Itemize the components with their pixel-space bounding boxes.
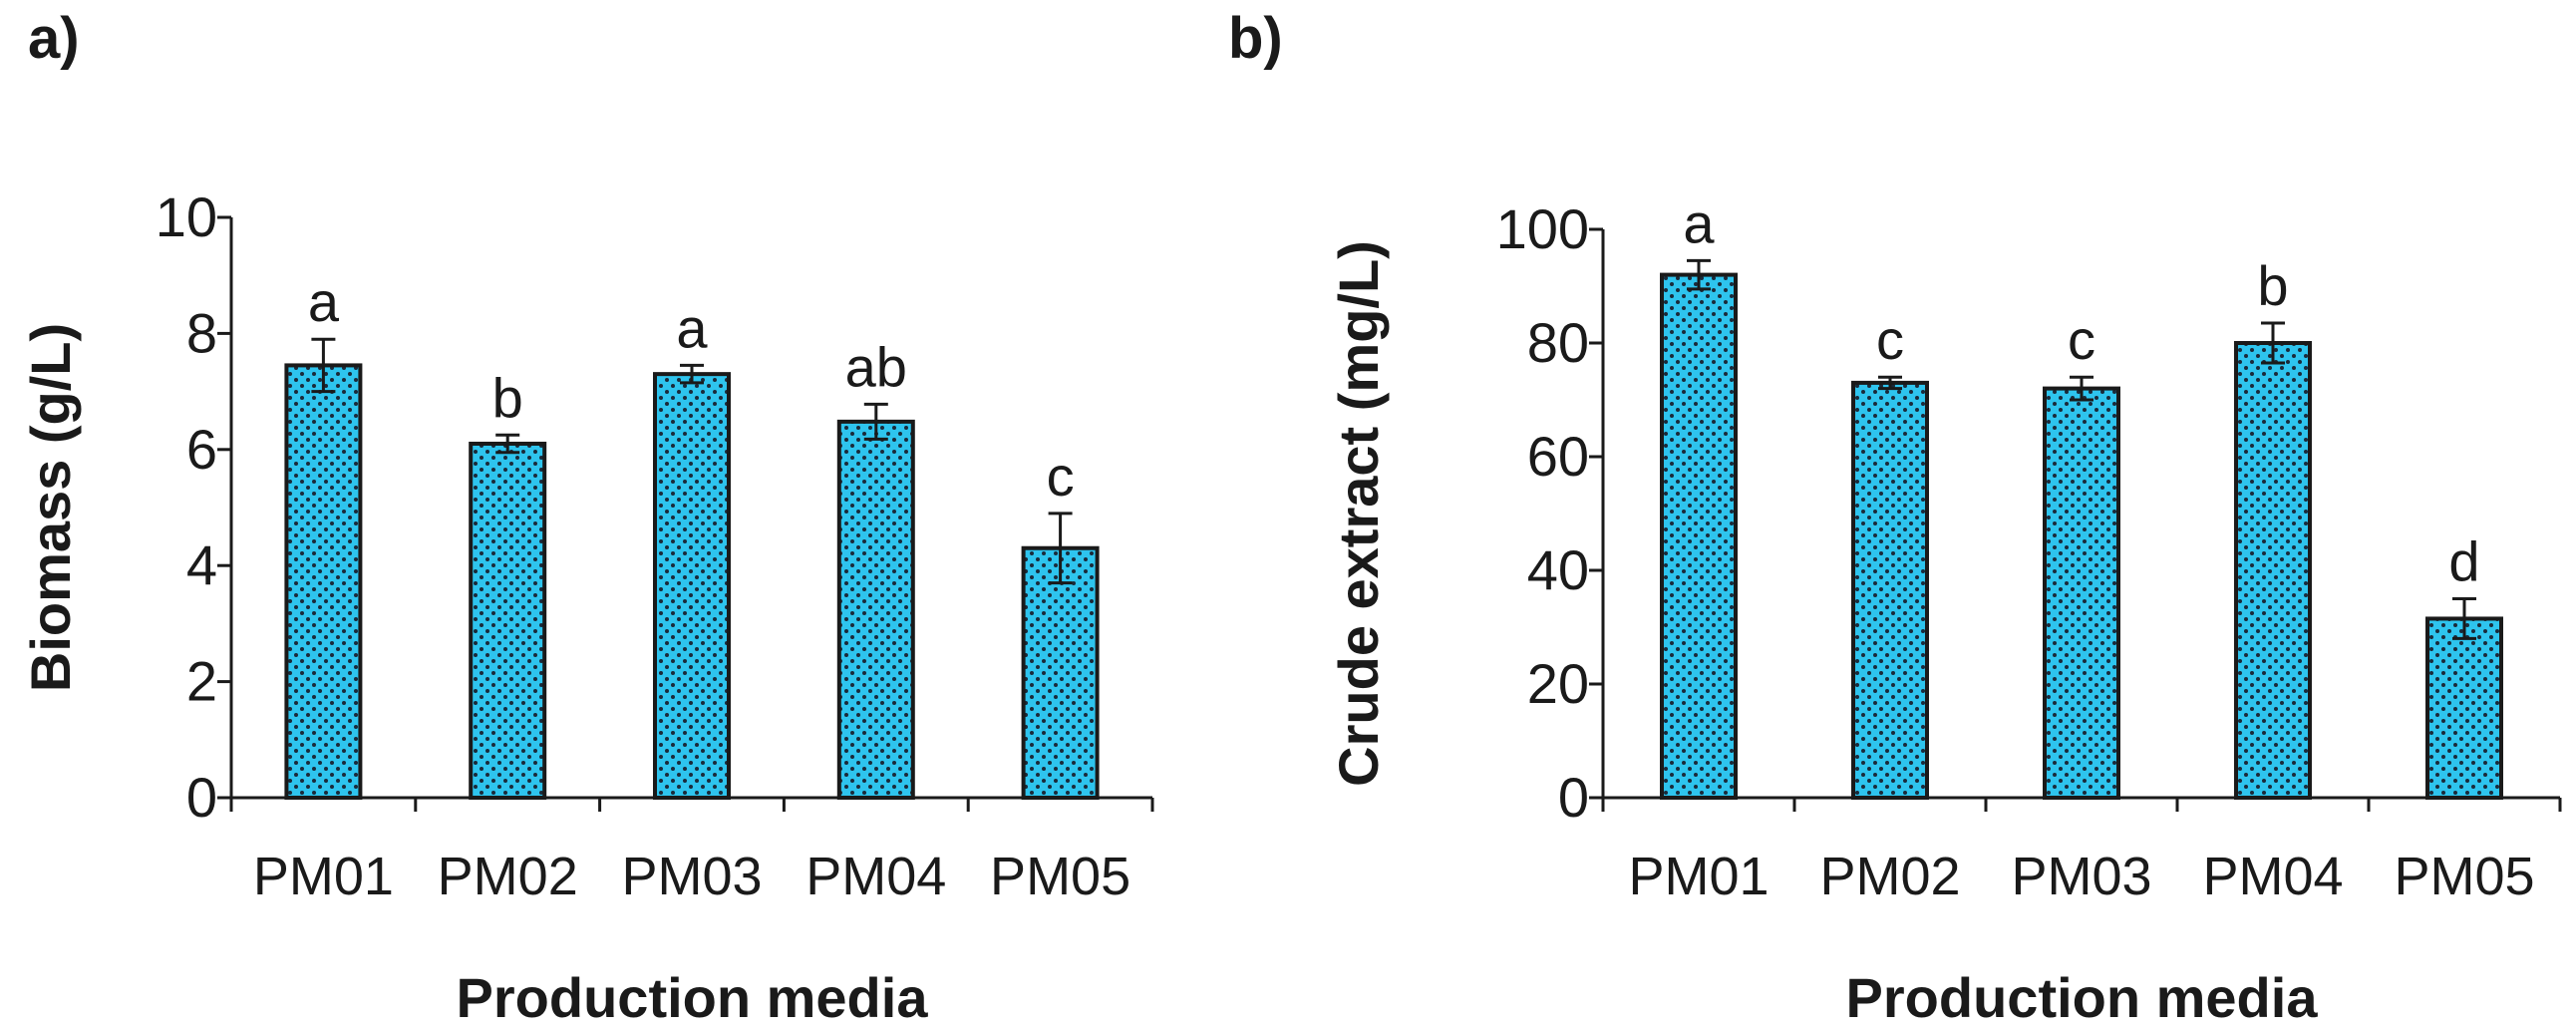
significance-label: c bbox=[1047, 445, 1075, 508]
y-tick-label: 20 bbox=[1527, 652, 1589, 715]
y-tick-label: 8 bbox=[186, 301, 217, 364]
y-axis-title: Crude extract (mg/L) bbox=[1327, 240, 1390, 787]
significance-label: c bbox=[1876, 308, 1904, 371]
y-tick-label: 0 bbox=[186, 766, 217, 829]
y-axis-title: Biomass (g/L) bbox=[19, 323, 82, 692]
y-tick-label: 80 bbox=[1527, 311, 1589, 374]
x-axis-title: Production media bbox=[1846, 966, 2319, 1029]
bar-pm04 bbox=[2234, 341, 2312, 800]
bar-pm02 bbox=[1851, 380, 1929, 800]
bar-pm03 bbox=[653, 372, 731, 800]
category-label-pm05: PM05 bbox=[990, 847, 1130, 906]
category-label-pm05: PM05 bbox=[2394, 847, 2534, 906]
panel-a-label: a) bbox=[28, 6, 80, 71]
category-label-pm02: PM02 bbox=[1819, 847, 1960, 906]
bar-pm04 bbox=[836, 419, 915, 800]
category-label-pm04: PM04 bbox=[805, 847, 946, 906]
x-axis-title: Production media bbox=[457, 966, 929, 1029]
category-label-pm04: PM04 bbox=[2202, 847, 2343, 906]
significance-label: b bbox=[2257, 254, 2288, 317]
bar-pm01 bbox=[1660, 272, 1738, 801]
bar-pm02 bbox=[469, 441, 547, 800]
significance-label: ab bbox=[845, 335, 907, 398]
y-tick-label: 40 bbox=[1527, 538, 1589, 601]
chart-a: 0 2 4 6 8 10 a PM01 b PM02 a PM03 ab PM04 c PM05 Product… bbox=[19, 185, 1154, 1029]
category-label-pm03: PM03 bbox=[621, 847, 762, 906]
category-label-pm02: PM02 bbox=[438, 847, 578, 906]
category-label-pm01: PM01 bbox=[253, 847, 394, 906]
significance-label: b bbox=[492, 366, 523, 429]
category-label-pm01: PM01 bbox=[1628, 847, 1769, 906]
bar-pm05 bbox=[1021, 545, 1100, 800]
y-tick-label: 4 bbox=[186, 533, 217, 596]
category-label-pm03: PM03 bbox=[2011, 847, 2151, 906]
bar-pm05 bbox=[2425, 616, 2503, 801]
y-tick-label: 0 bbox=[1558, 766, 1589, 829]
y-tick-label: 2 bbox=[186, 650, 217, 713]
y-tick-label: 100 bbox=[1496, 197, 1589, 260]
y-tick-label: 6 bbox=[186, 418, 217, 481]
y-tick-label: 60 bbox=[1527, 425, 1589, 488]
significance-label: a bbox=[676, 296, 708, 359]
significance-label: a bbox=[308, 270, 340, 333]
bar-pm01 bbox=[284, 363, 363, 800]
significance-label: d bbox=[2448, 530, 2479, 593]
chart-b: 0 20 40 60 80 100 a PM01 c PM02 c PM03 b PM04 d PM05 Pro… bbox=[1327, 191, 2562, 1029]
significance-label: c bbox=[2068, 308, 2095, 371]
y-tick-label: 10 bbox=[156, 185, 217, 248]
panel-b-label: b) bbox=[1228, 6, 1283, 71]
significance-label: a bbox=[1683, 191, 1715, 254]
bar-pm03 bbox=[2043, 386, 2120, 800]
